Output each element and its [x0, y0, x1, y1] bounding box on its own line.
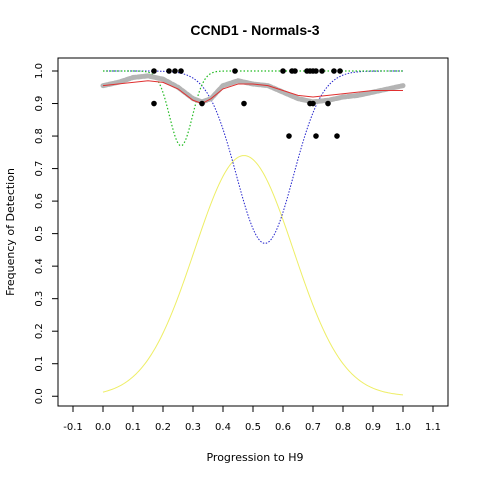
y-tick-label: 0.6 — [34, 193, 45, 209]
y-tick-label: 0.0 — [34, 388, 45, 404]
y-tick-label: 0.1 — [34, 356, 45, 372]
y-tick-label: 0.5 — [34, 226, 45, 242]
data-point — [313, 68, 319, 74]
data-point — [337, 68, 343, 74]
data-point — [292, 68, 298, 74]
chart-title: CCND1 - Normals-3 — [190, 22, 319, 38]
data-point — [331, 68, 337, 74]
data-point — [319, 68, 325, 74]
x-axis-label: Progression to H9 — [206, 451, 303, 464]
data-point — [334, 133, 340, 139]
x-tick-label: -0.1 — [63, 422, 83, 433]
data-point — [232, 68, 238, 74]
data-point — [241, 101, 247, 107]
y-tick-label: 0.7 — [34, 161, 45, 177]
data-point — [151, 68, 157, 74]
data-point — [199, 101, 205, 107]
data-point — [172, 68, 178, 74]
y-tick-label: 0.8 — [34, 128, 45, 144]
data-point — [286, 133, 292, 139]
y-tick-label: 0.4 — [34, 258, 45, 274]
data-point — [313, 133, 319, 139]
x-tick-label: 0.6 — [275, 422, 291, 433]
x-tick-label: 0.9 — [365, 422, 381, 433]
x-tick-label: 0.8 — [335, 422, 351, 433]
y-tick-label: 0.9 — [34, 96, 45, 112]
x-tick-label: 1.1 — [425, 422, 441, 433]
x-tick-label: 0.1 — [125, 422, 141, 433]
y-axis-label: Frequency of Detection — [4, 168, 17, 296]
x-tick-label: 0.0 — [95, 422, 111, 433]
x-tick-label: 0.5 — [245, 422, 261, 433]
x-tick-label: 0.7 — [305, 422, 321, 433]
x-tick-label: 0.2 — [155, 422, 171, 433]
y-tick-label: 1.0 — [34, 63, 45, 79]
data-point — [280, 68, 286, 74]
x-tick-label: 0.3 — [185, 422, 201, 433]
y-tick-label: 0.3 — [34, 291, 45, 307]
x-tick-label: 0.4 — [215, 422, 231, 433]
y-tick-label: 0.2 — [34, 323, 45, 339]
x-tick-label: 1.0 — [395, 422, 411, 433]
data-point — [325, 101, 331, 107]
data-point — [166, 68, 172, 74]
data-point — [178, 68, 184, 74]
data-point — [151, 101, 157, 107]
data-point — [310, 101, 316, 107]
